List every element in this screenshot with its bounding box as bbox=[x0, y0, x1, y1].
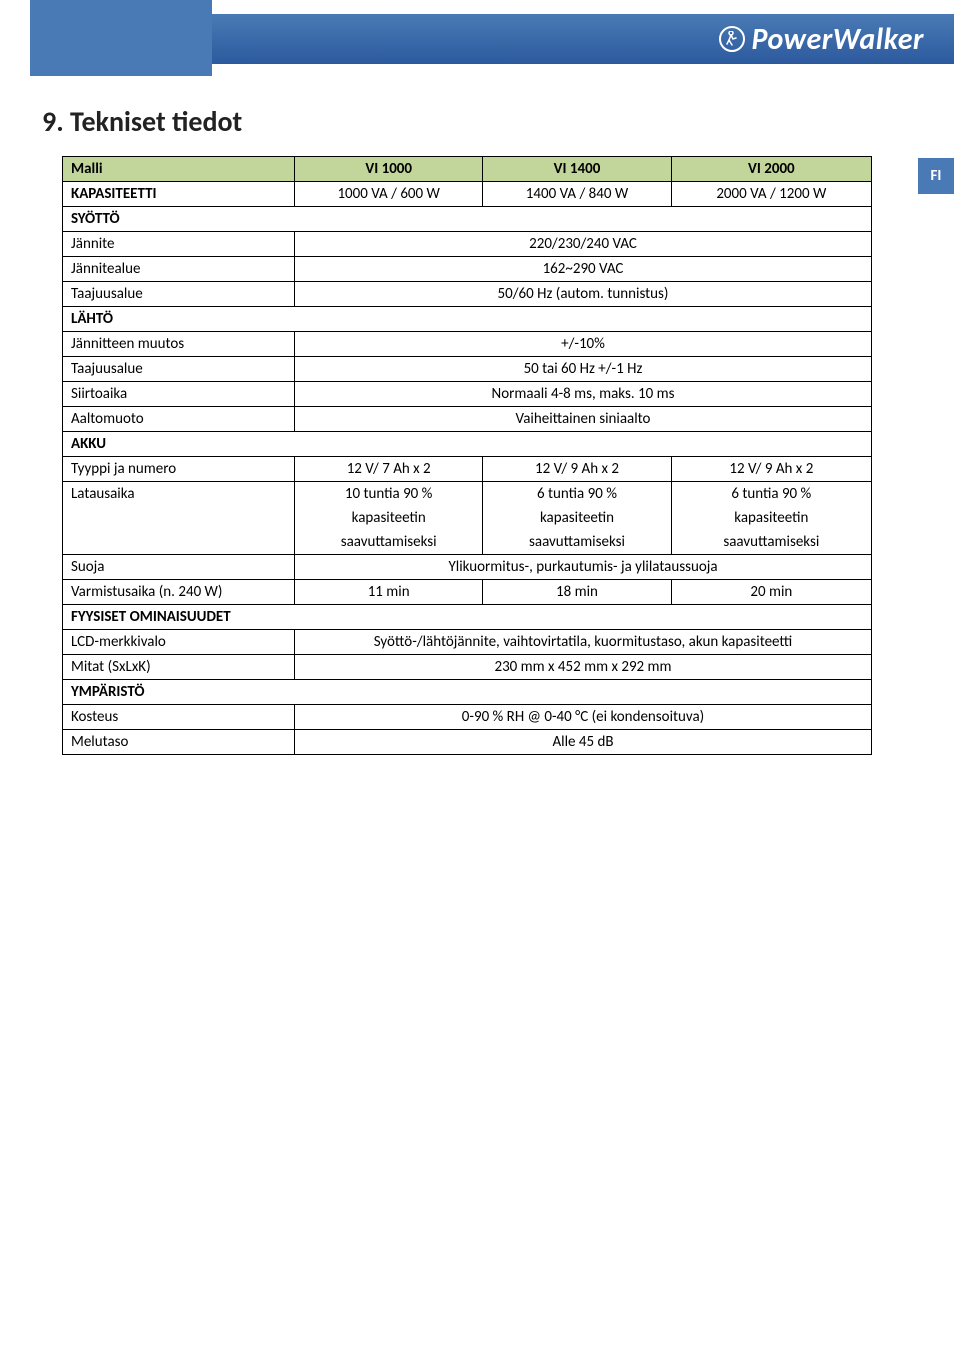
table-row: Aaltomuoto Vaiheittainen siniaalto bbox=[63, 407, 872, 432]
voltage-change-value: +/-10% bbox=[295, 332, 872, 357]
spec-table: Malli VI 1000 VI 1400 VI 2000 KAPASITEET… bbox=[62, 156, 872, 755]
table-section-row: FYYSISET OMINAISUUDET bbox=[63, 605, 872, 630]
table-row: Siirtoaika Normaali 4-8 ms, maks. 10 ms bbox=[63, 382, 872, 407]
brand-logo: PowerWalker bbox=[719, 21, 924, 58]
dims-value: 230 mm x 452 mm x 292 mm bbox=[295, 655, 872, 680]
voltage-range-label: Jännitealue bbox=[63, 257, 295, 282]
brand-text: PowerWalker bbox=[751, 21, 924, 58]
type-num-label: Tyyppi ja numero bbox=[63, 457, 295, 482]
table-section-row: LÄHTÖ bbox=[63, 307, 872, 332]
language-code: FI bbox=[931, 167, 942, 185]
type-num-c3: 12 V/ 9 Ah x 2 bbox=[671, 457, 871, 482]
header-vi1000: VI 1000 bbox=[295, 157, 483, 182]
protection-value: Ylikuormitus-, purkautumis- ja ylilataus… bbox=[295, 555, 872, 580]
table-row: Mitat (SxLxK) 230 mm x 452 mm x 292 mm bbox=[63, 655, 872, 680]
protection-label: Suoja bbox=[63, 555, 295, 580]
table-row: Jännite 220/230/240 VAC bbox=[63, 232, 872, 257]
table-section-row: YMPÄRISTÖ bbox=[63, 680, 872, 705]
charge-c2a: 6 tuntia 90 % bbox=[483, 482, 671, 507]
backup-c3: 20 min bbox=[671, 580, 871, 605]
header-vi2000: VI 2000 bbox=[671, 157, 871, 182]
voltage-range-value: 162~290 VAC bbox=[295, 257, 872, 282]
table-row: Jännitealue 162~290 VAC bbox=[63, 257, 872, 282]
table-row: Taajuusalue 50 tai 60 Hz +/-1 Hz bbox=[63, 357, 872, 382]
table-row: Varmistusaika (n. 240 W) 11 min 18 min 2… bbox=[63, 580, 872, 605]
freq-range-out-value: 50 tai 60 Hz +/-1 Hz bbox=[295, 357, 872, 382]
charge-c1b: kapasiteetin bbox=[295, 506, 483, 530]
walker-icon bbox=[719, 26, 745, 52]
voltage-value: 220/230/240 VAC bbox=[295, 232, 872, 257]
table-header-row: Malli VI 1000 VI 1400 VI 2000 bbox=[63, 157, 872, 182]
backup-label: Varmistusaika (n. 240 W) bbox=[63, 580, 295, 605]
charge-c3a: 6 tuntia 90 % bbox=[671, 482, 871, 507]
section-title: 9. Tekniset tiedot bbox=[42, 104, 242, 139]
charge-c3c: saavuttamiseksi bbox=[671, 530, 871, 555]
backup-c2: 18 min bbox=[483, 580, 671, 605]
physical-section: FYYSISET OMINAISUUDET bbox=[63, 605, 872, 630]
language-tab: FI bbox=[918, 158, 954, 194]
charge-c2b: kapasiteetin bbox=[483, 506, 671, 530]
transfer-value: Normaali 4-8 ms, maks. 10 ms bbox=[295, 382, 872, 407]
input-section: SYÖTTÖ bbox=[63, 207, 872, 232]
env-section: YMPÄRISTÖ bbox=[63, 680, 872, 705]
table-row: Tyyppi ja numero 12 V/ 7 Ah x 2 12 V/ 9 … bbox=[63, 457, 872, 482]
lcd-label: LCD-merkkivalo bbox=[63, 630, 295, 655]
noise-label: Melutaso bbox=[63, 730, 295, 755]
table-row: Melutaso Alle 45 dB bbox=[63, 730, 872, 755]
humidity-label: Kosteus bbox=[63, 705, 295, 730]
capacity-label: KAPASITEETTI bbox=[63, 182, 295, 207]
table-row: Taajuusalue 50/60 Hz (autom. tunnistus) bbox=[63, 282, 872, 307]
charge-c3b: kapasiteetin bbox=[671, 506, 871, 530]
table-row: LCD-merkkivalo Syöttö-/lähtöjännite, vai… bbox=[63, 630, 872, 655]
table-row: KAPASITEETTI 1000 VA / 600 W 1400 VA / 8… bbox=[63, 182, 872, 207]
table-section-row: SYÖTTÖ bbox=[63, 207, 872, 232]
type-num-c1: 12 V/ 7 Ah x 2 bbox=[295, 457, 483, 482]
output-section: LÄHTÖ bbox=[63, 307, 872, 332]
dims-label: Mitat (SxLxK) bbox=[63, 655, 295, 680]
noise-value: Alle 45 dB bbox=[295, 730, 872, 755]
header-bar: PowerWalker bbox=[0, 0, 954, 76]
capacity-c1: 1000 VA / 600 W bbox=[295, 182, 483, 207]
header-malli: Malli bbox=[63, 157, 295, 182]
freq-range-in-value: 50/60 Hz (autom. tunnistus) bbox=[295, 282, 872, 307]
capacity-c2: 1400 VA / 840 W bbox=[483, 182, 671, 207]
battery-section: AKKU bbox=[63, 432, 872, 457]
table-row: Suoja Ylikuormitus-, purkautumis- ja yli… bbox=[63, 555, 872, 580]
charge-c2c: saavuttamiseksi bbox=[483, 530, 671, 555]
backup-c1: 11 min bbox=[295, 580, 483, 605]
waveform-value: Vaiheittainen siniaalto bbox=[295, 407, 872, 432]
charge-label: Latausaika bbox=[63, 482, 295, 555]
table-section-row: AKKU bbox=[63, 432, 872, 457]
header-vi1400: VI 1400 bbox=[483, 157, 671, 182]
table-row: Jännitteen muutos +/-10% bbox=[63, 332, 872, 357]
voltage-label: Jännite bbox=[63, 232, 295, 257]
logo-bar: PowerWalker bbox=[212, 14, 954, 64]
table-row: Kosteus 0-90 % RH @ 0-40 °C (ei kondenso… bbox=[63, 705, 872, 730]
freq-range-out-label: Taajuusalue bbox=[63, 357, 295, 382]
type-num-c2: 12 V/ 9 Ah x 2 bbox=[483, 457, 671, 482]
charge-c1a: 10 tuntia 90 % bbox=[295, 482, 483, 507]
waveform-label: Aaltomuoto bbox=[63, 407, 295, 432]
humidity-value: 0-90 % RH @ 0-40 °C (ei kondensoituva) bbox=[295, 705, 872, 730]
header-blue-tab bbox=[30, 0, 212, 76]
capacity-c3: 2000 VA / 1200 W bbox=[671, 182, 871, 207]
transfer-label: Siirtoaika bbox=[63, 382, 295, 407]
charge-c1c: saavuttamiseksi bbox=[295, 530, 483, 555]
lcd-value: Syöttö-/lähtöjännite, vaihtovirtatila, k… bbox=[295, 630, 872, 655]
freq-range-in-label: Taajuusalue bbox=[63, 282, 295, 307]
voltage-change-label: Jännitteen muutos bbox=[63, 332, 295, 357]
table-row: Latausaika 10 tuntia 90 % 6 tuntia 90 % … bbox=[63, 482, 872, 507]
